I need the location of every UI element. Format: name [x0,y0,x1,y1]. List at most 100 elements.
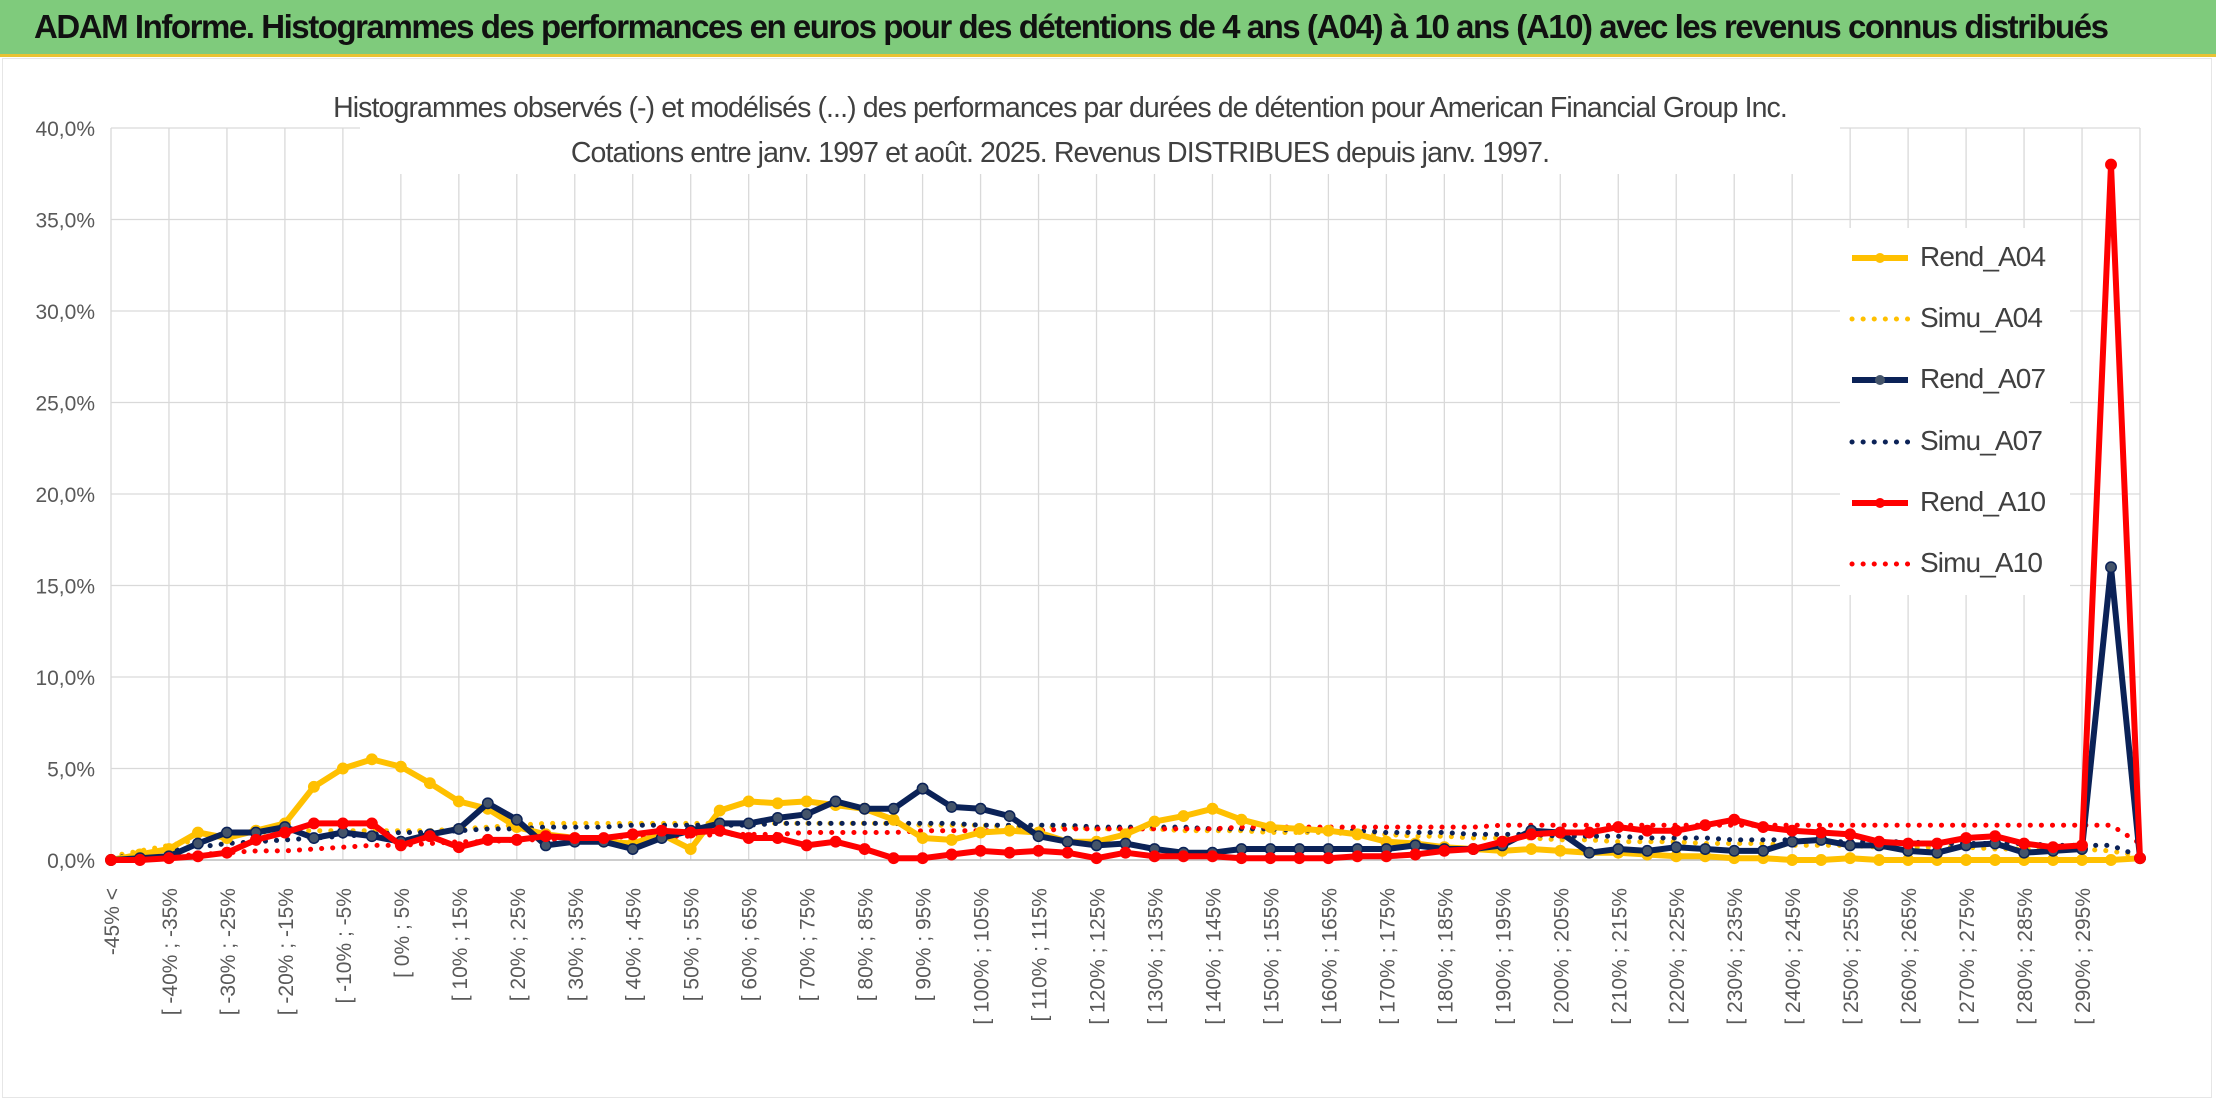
point-rend-a04 [1815,854,1828,866]
point-rend-a10 [800,839,813,852]
point-rend-a10 [771,832,784,844]
report-title: ADAM Informe. Histogrammes des performan… [34,8,2109,45]
point-rend-a10 [249,833,262,846]
point-rend-a04 [1525,843,1538,855]
x-tick-label: [ 120% ; 125% [1087,888,1110,1025]
point-rend-a10 [1061,846,1074,859]
point-rend-a04 [1554,844,1567,857]
point-rend-a04 [1322,824,1335,837]
point-rend-a10 [655,824,668,837]
point-rend-a07 [481,797,494,810]
point-rend-a10 [1960,832,1973,844]
point-rend-a10 [1003,846,1016,859]
x-tick-label: [ 110% ; 115% [1029,888,1052,1021]
series-line-rend-a10 [111,161,2143,863]
point-rend-a10 [278,826,291,839]
x-tick-label: [ 20% ; 25% [507,888,530,1001]
point-rend-a10 [2105,158,2117,171]
point-rend-a04 [1786,854,1799,866]
point-rend-a04 [945,833,958,846]
y-tick-label: 0,0% [47,850,95,873]
point-rend-a10 [481,833,494,846]
point-rend-a10 [307,817,320,830]
point-rend-a10 [1670,824,1683,837]
point-rend-a10 [2047,841,2059,854]
x-tick-label: [ 0% ; 5% [391,888,414,978]
point-rend-a10 [163,852,175,865]
legend-swatch-simu-a10 [1849,561,1910,567]
x-tick-label: [ 60% ; 65% [739,888,762,1001]
x-tick-label: [ 50% ; 55% [681,888,704,1001]
y-axis: 0,0% 5,0% 10,0% 15,0% 20,0% 25,0% 30,0% 35,0% 40… [35,118,95,873]
point-rend-a10 [539,830,552,843]
x-axis: -45% < [ -40% ; -35% [ -30% ; -25% [ -20% ;… [101,859,2140,1025]
point-rend-a07 [887,802,900,815]
report-banner: ADAM Informe. Histogrammes des performan… [0,0,2216,57]
point-rend-a04 [713,804,726,817]
x-tick-label: [ 190% ; 195% [1492,888,1515,1025]
point-rend-a10 [684,826,697,839]
point-rend-a10 [1989,830,2002,843]
x-tick-label: [ 200% ; 205% [1550,888,1573,1025]
x-tick-label: [ 30% ; 35% [565,888,588,1001]
point-rend-a04 [1148,815,1161,828]
chart-title: Histogrammes observés (-) et modélisés (… [333,92,1787,124]
point-rend-a10 [510,833,523,846]
point-rend-a04 [771,797,784,810]
chart-title-box [360,82,1840,174]
legend-item-rend-a07: Rend_A07 [1840,350,2070,411]
point-rend-a10 [134,854,146,866]
y-tick-label: 5,0% [47,759,95,782]
point-rend-a07 [510,813,523,826]
point-rend-a10 [829,835,842,848]
point-rend-a10 [2134,852,2146,865]
point-rend-a07 [1728,844,1741,857]
legend-item-rend-a04: Rend_A04 [1840,228,2070,289]
point-rend-a10 [394,839,407,852]
y-tick-label: 25,0% [35,393,95,416]
x-tick-label: [ 270% ; 275% [1956,888,1979,1025]
x-tick-label: [ 70% ; 75% [797,888,820,1001]
legend-item-rend-a10: Rend_A10 [1840,473,2070,534]
point-rend-a10 [1873,835,1886,848]
x-tick-label: [ 40% ; 45% [623,888,646,1001]
point-rend-a10 [1554,826,1567,839]
point-rend-a07 [1699,843,1712,855]
gridlines [110,127,2141,861]
x-tick-label: [ -10% ; -5% [333,888,356,1004]
point-rend-a10 [365,817,378,830]
point-rend-a10 [1728,813,1741,826]
point-rend-a07 [771,811,784,824]
x-tick-label: -45% < [101,888,124,955]
point-rend-a07 [1844,839,1857,852]
point-rend-a07 [365,830,378,843]
point-rend-a07 [452,822,465,835]
x-tick-label: [ -20% ; -15% [275,888,298,1015]
point-rend-a10 [1757,821,1770,834]
point-rend-a10 [452,841,465,854]
point-rend-a10 [1206,850,1219,863]
point-rend-a04 [1873,854,1886,866]
point-rend-a07 [945,800,958,813]
x-tick-label: [ 250% ; 255% [1840,888,1863,1025]
point-rend-a10 [1409,848,1422,861]
point-rend-a10 [1583,826,1596,839]
point-rend-a10 [916,852,929,865]
point-rend-a10 [626,828,639,841]
x-tick-label: [ 240% ; 245% [1782,888,1805,1025]
point-rend-a10 [1931,837,1944,850]
point-rend-a07 [2105,561,2117,574]
x-tick-label: [ 90% ; 95% [913,888,936,1001]
point-rend-a07 [800,808,813,821]
point-rend-a04 [1264,821,1277,834]
legend-swatch-simu-a04 [1849,316,1910,322]
legend-swatch-rend-a07 [1852,375,1908,386]
x-tick-label: [ 130% ; 135% [1144,888,1167,1025]
x-tick-label: [ 180% ; 185% [1434,888,1457,1025]
chart-frame [2,58,2212,1098]
point-rend-a04 [2076,854,2088,866]
x-tick-label: [ 280% ; 285% [2014,888,2037,1025]
point-rend-a04 [394,760,407,773]
point-rend-a10 [423,830,436,843]
point-rend-a04 [684,843,697,855]
